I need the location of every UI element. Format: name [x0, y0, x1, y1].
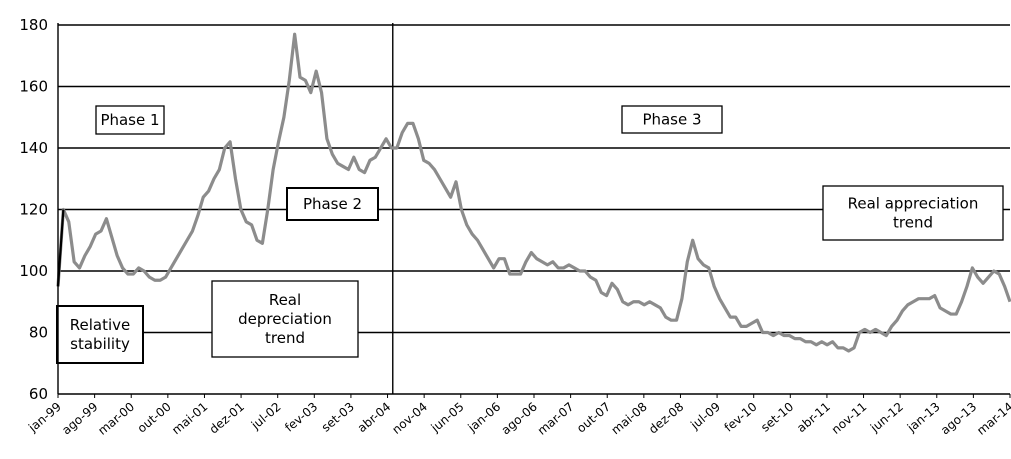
x-tick-label-nov-11: nov-11 — [829, 400, 870, 437]
phase-3-box — [621, 105, 723, 134]
x-tick-label-ago-13: ago-13 — [938, 400, 979, 438]
x-tick-label-fev-03: fev-03 — [282, 400, 320, 435]
phase-1-label: Phase 1 — [100, 111, 159, 129]
series-line — [56, 32, 1011, 353]
x-tick-label-set-10: set-10 — [758, 400, 796, 435]
x-tick-label-jul-09: jul-09 — [687, 400, 723, 433]
x-tick-label-jun-12: jun-12 — [867, 400, 906, 436]
phase-3-label: Phase 3 — [642, 111, 701, 129]
real-depreciation-label: Real — [269, 291, 301, 309]
x-tick-label-dez-01: dez-01 — [207, 400, 247, 437]
x-tick-label-set-03: set-03 — [319, 400, 357, 435]
x-tick-label-abr-04: abr-04 — [355, 400, 394, 436]
x-tick-label-fev-10: fev-10 — [722, 400, 760, 435]
y-tick-label-160: 160 — [19, 78, 48, 96]
y-tick-label-120: 120 — [19, 201, 48, 219]
y-tick-label-80: 80 — [29, 324, 48, 342]
y-tick-label-140: 140 — [19, 139, 48, 157]
x-tick-label-mar-00: mar-00 — [95, 400, 137, 438]
x-tick-label-mar-07: mar-07 — [535, 400, 577, 438]
y-tick-label-60: 60 — [29, 385, 48, 403]
real-appreciation-label: Real appreciation — [848, 195, 979, 213]
x-tick-label-mai-08: mai-08 — [609, 400, 650, 438]
x-tick-label-jan-99: jan-99 — [25, 400, 64, 436]
x-tick-label-mai-01: mai-01 — [169, 400, 210, 438]
x-tick-label-nov-04: nov-04 — [389, 400, 430, 437]
y-axis-ticks: 60 80 100 120 140 160 180 — [19, 16, 48, 403]
axes — [57, 23, 1010, 395]
x-tick-label-ago-06: ago-06 — [499, 400, 540, 438]
y-tick-label-100: 100 — [19, 262, 48, 280]
phase-2-box — [286, 187, 379, 221]
x-tick-label-out-00: out-00 — [135, 400, 174, 436]
real-appreciation-label: trend — [893, 214, 933, 232]
real-depreciation-label: trend — [265, 329, 305, 347]
relative-stability-label: stability — [70, 335, 130, 353]
relative-stability-label: Relative — [70, 316, 131, 334]
gridlines — [58, 24, 1010, 334]
real-depreciation-box — [211, 280, 359, 358]
phase-1-box — [95, 105, 165, 135]
series-layer — [56, 32, 1011, 353]
x-tick-label-jun-05: jun-05 — [428, 400, 467, 436]
x-tick-label-jul-02: jul-02 — [248, 400, 284, 433]
y-tick-label-180: 180 — [19, 16, 48, 34]
x-tick-label-jan-06: jan-06 — [465, 400, 504, 436]
x-tick-label-dez-08: dez-08 — [646, 400, 686, 437]
series-initial-segment — [56, 209, 65, 287]
x-tick-label-abr-11: abr-11 — [794, 400, 833, 436]
phase-2-label: Phase 2 — [303, 195, 362, 213]
x-tick-label-jan-13: jan-13 — [904, 400, 943, 436]
relative-stability-box — [56, 305, 144, 364]
x-tick-label-mar-14: mar-14 — [974, 400, 1011, 438]
x-tick-label-out-07: out-07 — [574, 400, 613, 436]
real-appreciation-box — [822, 185, 1004, 241]
real-depreciation-label: depreciation — [238, 310, 332, 328]
x-tick-label-ago-99: ago-99 — [59, 400, 100, 438]
